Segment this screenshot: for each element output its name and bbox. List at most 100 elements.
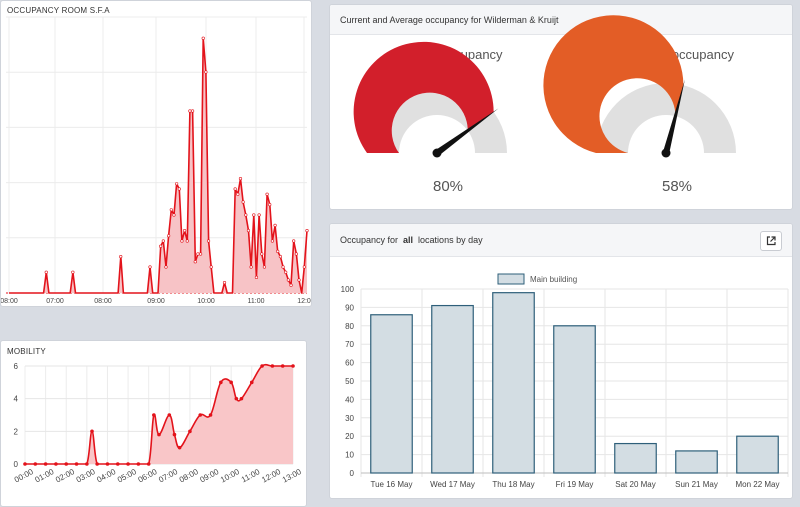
occupancy-point <box>172 213 176 217</box>
occupancy-point <box>148 265 152 269</box>
x-tick-label: 05:00 <box>116 467 138 485</box>
x-tick-label: Mon 22 May <box>735 480 779 489</box>
day-chart-card: Occupancy for all locations by day Main … <box>329 223 793 499</box>
x-tick-label: 13:00 <box>281 467 303 485</box>
occupancy-point <box>119 255 123 259</box>
mobility-point <box>208 413 213 417</box>
x-tick-label: 09:00 <box>147 298 165 305</box>
occupancy-point <box>236 192 240 196</box>
occupancy-line <box>9 37 308 294</box>
occupancy-point <box>260 252 264 256</box>
x-tick-label: 06:00 <box>137 467 159 485</box>
mobility-point <box>270 364 275 368</box>
gauge-needle <box>662 79 685 154</box>
mobility-point <box>90 429 94 434</box>
occupancy-point <box>185 239 189 243</box>
x-tick-label: Fri 19 May <box>556 480 594 489</box>
x-tick-label: 08:00 <box>1 298 18 305</box>
mobility-point <box>146 462 151 466</box>
occupancy-point <box>238 177 243 181</box>
occupancy-point <box>273 223 277 227</box>
mobility-point <box>126 462 130 466</box>
bar <box>492 292 535 474</box>
occupancy-point <box>302 265 306 269</box>
mobility-point <box>33 462 38 466</box>
gauge-needle-hub <box>661 148 671 158</box>
y-tick-label: 6 <box>14 362 19 371</box>
export-button[interactable] <box>760 231 782 251</box>
occupancy-point <box>289 283 293 287</box>
mobility-point <box>115 462 120 466</box>
mobility-card: MOBILITY 6 4 2 0 00:00 01:00 02:00 03:00 04:00 05… <box>0 340 307 507</box>
occupancy-point <box>159 244 163 248</box>
mobility-point <box>152 413 156 417</box>
day-chart-title-prefix: Occupancy for <box>340 235 399 245</box>
gauge-fill <box>353 41 494 153</box>
occupancy-point <box>233 187 237 191</box>
y-tick-label: 2 <box>14 427 19 436</box>
mobility-chart: 642000:0001:0002:0003:0004:0005:0006:000… <box>13 362 303 485</box>
bar <box>553 325 596 474</box>
occupancy-point <box>177 187 181 191</box>
gauges-card: Current and Average occupancy for Wilder… <box>329 4 793 210</box>
y-tick-label: 70 <box>345 340 354 349</box>
gauge-fill <box>543 15 684 154</box>
x-tick-label: Wed 17 May <box>430 480 475 489</box>
x-tick-label: 10:00 <box>219 467 241 485</box>
average-occupancy-value: 58% <box>661 178 693 195</box>
bar <box>431 304 474 474</box>
occupancy-point <box>294 252 298 256</box>
x-tick-label: 00:00 <box>13 467 35 485</box>
mobility-point <box>23 462 27 466</box>
mobility-point <box>219 380 223 385</box>
x-tick-label: 07:00 <box>46 298 64 305</box>
occupancy-point <box>270 239 275 243</box>
occupancy-point <box>292 239 296 243</box>
occupancy-point <box>164 265 168 269</box>
occupancy-point <box>188 109 192 113</box>
mobility-point <box>249 380 254 385</box>
x-tick-label: Tue 16 May <box>371 480 413 489</box>
occupancy-point <box>249 265 253 269</box>
occupancy-point <box>180 239 184 243</box>
location-selector[interactable]: all <box>403 235 414 245</box>
gauges-card-title: Current and Average occupancy for Wilder… <box>340 14 559 25</box>
occupancy-room-title: OCCUPANCY ROOM S.F.A <box>7 6 110 15</box>
mobility-point <box>64 462 69 466</box>
mobility-point <box>229 380 233 385</box>
occupancy-point <box>305 229 309 233</box>
mobility-point <box>234 396 239 401</box>
occupancy-point <box>262 265 267 269</box>
occupancy-point <box>297 278 301 282</box>
occupancy-gauges <box>353 15 736 158</box>
x-tick-label: 12:00 <box>260 467 282 485</box>
mobility-point <box>198 413 203 417</box>
mobility-point <box>167 413 172 417</box>
gauge-track <box>596 83 736 153</box>
mobility-point <box>239 396 244 401</box>
occupancy-point <box>278 255 282 259</box>
y-tick-label: 0 <box>14 460 19 469</box>
y-tick-label: 100 <box>341 285 355 294</box>
bar <box>736 435 779 474</box>
occupancy-point <box>206 239 211 243</box>
mobility-point <box>74 462 79 466</box>
x-tick-label: Sun 21 May <box>675 480 718 489</box>
occupancy-point <box>246 229 251 233</box>
mobility-title: MOBILITY <box>7 347 46 356</box>
occupancy-point <box>44 270 48 274</box>
x-tick-label: 11:00 <box>248 298 265 305</box>
occupancy-point <box>183 229 187 233</box>
occupancy-point <box>175 182 179 186</box>
mobility-point <box>188 429 192 434</box>
day-chart-header: Occupancy for all locations by day <box>330 224 792 257</box>
mobility-point <box>136 462 141 466</box>
occupancy-area <box>9 38 307 294</box>
x-tick-label: 11:00 <box>240 467 262 484</box>
mobility-point <box>157 432 161 437</box>
occupancy-point <box>204 70 208 74</box>
occupancy-point <box>265 192 269 196</box>
mobility-point <box>54 462 58 466</box>
x-tick-label: 04:00 <box>95 467 117 485</box>
y-tick-label: 20 <box>345 432 354 441</box>
